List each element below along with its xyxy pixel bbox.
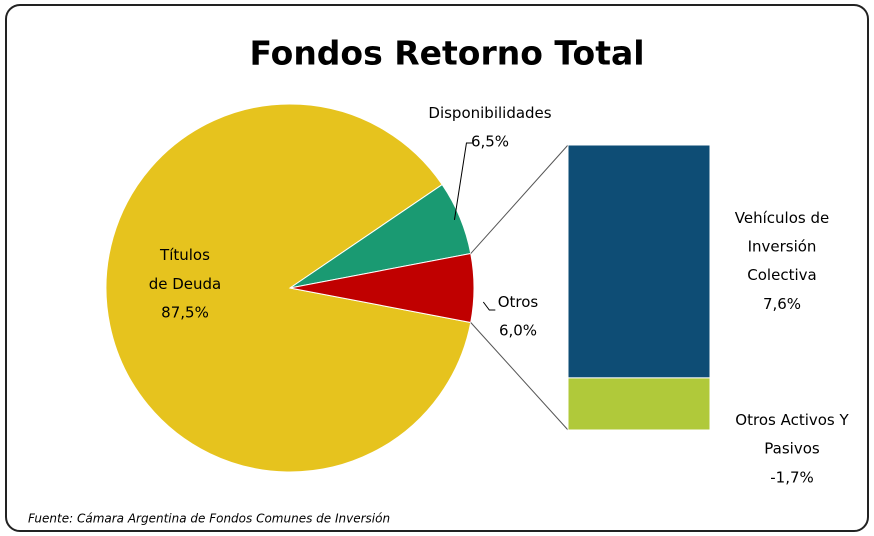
chart-title: Fondos Retorno Total (249, 34, 644, 73)
connector-line (470, 322, 569, 431)
bar-segment (567, 377, 711, 431)
slice-value-label: 6,5% (471, 133, 509, 151)
bar-label: Vehículos de Inversión Colectiva (735, 209, 829, 284)
bar-value-label: 7,6% (763, 295, 801, 313)
pie-slice (289, 252, 475, 324)
bar-value-label: -1,7% (770, 469, 814, 487)
pie-slice (105, 103, 472, 473)
slice-value-label: 87,5% (161, 304, 209, 322)
connector-line (470, 144, 569, 254)
slice-value-label: 6,0% (499, 322, 537, 340)
source-note: Fuente: Cámara Argentina de Fondos Comun… (28, 512, 390, 526)
slice-label: Otros (498, 293, 539, 311)
leader-line (482, 301, 496, 311)
leader-line (453, 142, 473, 220)
bar-segment (567, 144, 711, 379)
slice-label: Títulos de Deuda (149, 246, 222, 293)
bar-label: Otros Activos Y Pasivos (735, 411, 849, 458)
slice-label: Disponibilidades (428, 104, 551, 122)
